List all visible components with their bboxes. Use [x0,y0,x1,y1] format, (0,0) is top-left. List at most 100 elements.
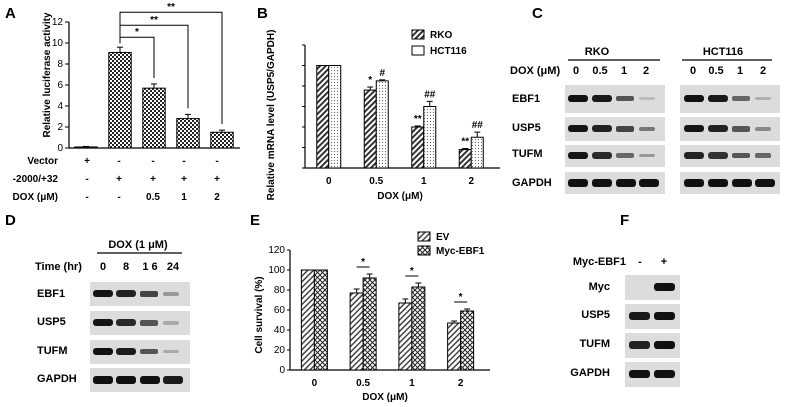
blot-strip [680,145,780,167]
band [93,319,113,326]
band [140,349,158,354]
band [140,291,158,297]
band [708,125,728,132]
cell: - [151,156,154,167]
dose-1: 1 [621,65,627,77]
panel-label-a: A [5,5,16,22]
band [708,95,728,102]
blot-c: RKO HCT116 DOX (μM) 0 0.5 1 2 0 0.5 1 2 … [510,46,780,194]
chart-a-ytick-label: 8 [57,59,63,70]
legend-swatch-rko [411,29,425,40]
protein-ebf1: EBF1 [37,288,65,300]
band [654,370,675,378]
protein-gapdh: GAPDH [512,177,552,189]
chart-b-sig-label: ## [472,120,484,131]
legend-swatch-hct116 [411,45,425,56]
chart-e-bar-ev [300,269,315,371]
cell: + [84,156,90,167]
time-8: 8 [123,261,129,273]
chart-b-bar-hct116 [375,80,389,169]
band [755,153,771,158]
protein-myc: Myc [589,281,610,293]
band [616,96,634,101]
chart-e-xtick-label: 2 [458,378,464,389]
chart-a-sig-bracket [119,11,223,125]
chart-a-ytick-label: 4 [57,101,63,112]
chart-b-bar-rko [458,149,472,169]
band [732,126,750,132]
chart-b-ylabel: Relative mRNA level (USP5/GAPDH) [266,30,277,201]
dose-0: 0 [573,65,579,77]
band [708,152,728,159]
band [93,348,113,355]
band [639,97,655,100]
time-16: 1 6 [142,261,157,273]
band [568,95,588,102]
band [140,376,160,384]
chart-e-xtick-label: 1 [409,378,415,389]
chart-a-bar [142,87,166,149]
band [755,97,771,100]
band [732,96,750,101]
band [654,341,675,349]
panel-label-f: F [620,212,629,229]
protein-tufm: TUFM [512,148,543,160]
chart-e-sig-label: * [459,292,463,303]
band [639,179,659,187]
band [163,321,179,325]
band [629,341,650,349]
chart-b-sig-label: * [368,75,372,86]
chart-e-bar-myc-ebf1 [362,277,377,371]
band [568,125,588,132]
legend-swatch-ev [417,231,431,242]
chart-a-bar [108,51,132,149]
state-plus: + [661,256,667,268]
chart-a-ytick-label: 10 [52,38,64,49]
band [163,292,179,296]
band [684,152,704,159]
cell: - [182,156,185,167]
chart-a-ytick-label: 2 [57,122,63,133]
chart-a-ytick-label: 12 [52,17,64,28]
dose-0.5: 0.5 [592,65,607,77]
band [755,179,775,187]
blot-strip [565,145,665,167]
chart-b-sig-label: ## [424,89,436,100]
chart-b-legend: RKO HCT116 [411,29,467,57]
chart-e-ytick-label: 80 [274,285,286,296]
chart-e-xtick-label: 0 [312,378,318,389]
protein-tufm: TUFM [37,345,68,357]
dose-0.5: 0.5 [708,65,723,77]
panel-label-d: D [5,212,16,229]
myc-ebf1-header: Myc-EBF1 [573,256,626,268]
blot-d: DOX (1 μM) Time (hr) 0 8 1 6 24 EBF1 USP… [35,239,190,392]
dose-1: 1 [737,65,743,77]
chart-e-bar-myc-ebf1 [313,269,328,371]
band [116,348,136,355]
chart-e-sig-label: * [361,257,365,268]
chart-e-sig-label: * [410,266,414,277]
band [592,179,612,187]
chart-b-sig-label: ** [414,114,422,125]
band [116,376,136,384]
chart-b-bar-hct116 [423,106,437,169]
chart-e-xtick-label: 0.5 [356,378,370,389]
band [568,152,588,159]
protein-usp5: USP5 [37,316,66,328]
band [629,312,650,320]
chart-e-bar-myc-ebf1 [460,310,475,371]
band [592,125,612,132]
band [116,319,136,326]
band [116,290,136,297]
chart-b-bar-rko [411,126,425,169]
time-24: 24 [167,261,180,273]
band [616,126,634,132]
protein-usp5: USP5 [581,309,610,321]
cell-line-hct116: HCT116 [703,46,743,58]
chart-e-legend: EV Myc-EBF1 [417,231,485,257]
dose-2: 2 [760,65,766,77]
chart-e-ytick-label: 40 [274,325,286,336]
protein-tufm: TUFM [579,338,610,350]
cell: 0.5 [146,192,160,203]
